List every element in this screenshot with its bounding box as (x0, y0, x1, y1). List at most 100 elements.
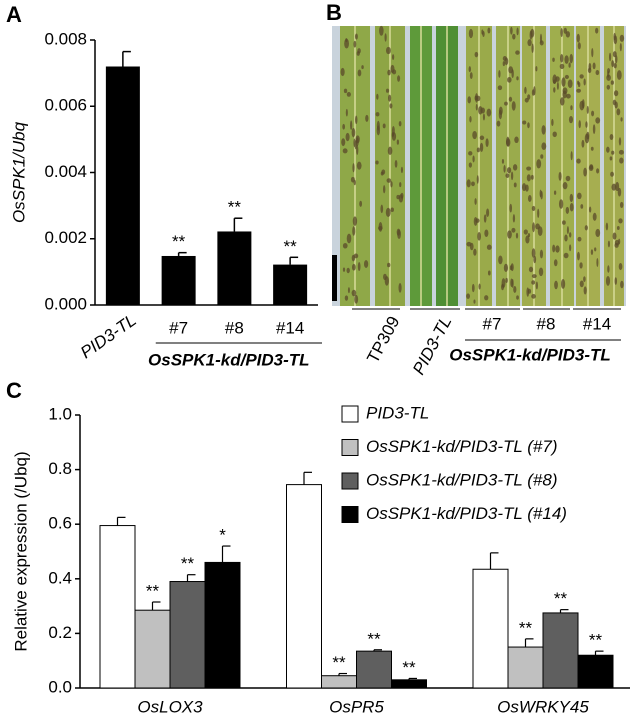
significance: ** (589, 631, 603, 650)
x-tick-label: OsPR5 (329, 697, 384, 716)
bar (391, 679, 427, 689)
y-axis-label: OsSPK1/Ubq (9, 121, 28, 223)
lesion (344, 38, 349, 49)
lesion (528, 266, 534, 273)
lesion (376, 93, 379, 100)
lesion (375, 112, 380, 117)
lesion (357, 262, 361, 272)
lesion (351, 289, 357, 297)
lesion (592, 124, 596, 135)
lesion (578, 120, 581, 129)
lesion (479, 142, 484, 152)
lesion (539, 249, 544, 259)
lesion (577, 251, 580, 261)
lesion (576, 158, 581, 164)
lesion (556, 81, 559, 90)
lesion (498, 255, 503, 265)
lesion (380, 204, 384, 214)
lesion (346, 91, 351, 97)
lesion (378, 222, 383, 232)
lesion (516, 76, 519, 81)
lesion (505, 277, 508, 283)
lesion (342, 123, 346, 130)
lesion (471, 283, 475, 293)
lesion (354, 294, 359, 304)
lesion (515, 50, 520, 55)
lesion (565, 175, 571, 182)
lesion (618, 238, 621, 245)
y-tick-label: 0.6 (48, 514, 72, 533)
lesion (473, 299, 476, 304)
lesion (507, 76, 512, 83)
lesion (498, 106, 503, 115)
lesion (484, 229, 489, 238)
lesion (361, 65, 364, 70)
legend-swatch (341, 439, 359, 456)
bar (286, 484, 322, 689)
lesion (376, 120, 380, 131)
lesion (620, 117, 623, 122)
lesion (607, 68, 611, 74)
lesion (610, 80, 614, 85)
lesion (558, 199, 564, 209)
lesion (512, 33, 516, 40)
lesion (516, 27, 519, 36)
lesion (606, 84, 611, 90)
lesion (510, 171, 514, 181)
lesion (618, 137, 622, 146)
lesion (508, 96, 513, 102)
lesion (594, 247, 597, 252)
significance: ** (181, 554, 195, 573)
lesion (609, 156, 613, 161)
lesion (618, 149, 624, 155)
lesion (605, 275, 611, 286)
lesion (382, 123, 386, 129)
x-tick-label: #8 (225, 318, 244, 337)
lesion (564, 234, 568, 242)
lesion (583, 167, 587, 177)
y-tick-label: 0.002 (44, 228, 87, 247)
lesion (505, 173, 510, 178)
lesion (502, 61, 506, 67)
lesion (538, 267, 544, 277)
lesion (619, 157, 624, 164)
legend-swatch (341, 405, 359, 423)
lesion (359, 200, 363, 207)
lesion (399, 182, 402, 188)
lesion (579, 74, 584, 79)
x-tick-label: #7 (169, 318, 188, 337)
significance: * (219, 526, 226, 545)
lesion (375, 160, 379, 165)
lesion (612, 232, 617, 240)
lesion (474, 95, 478, 101)
lesion (390, 64, 395, 74)
lesion (526, 287, 530, 297)
lesion (501, 158, 505, 164)
lesion (478, 106, 483, 115)
lesion (526, 174, 531, 182)
significance: ** (519, 618, 533, 637)
lesion (541, 142, 547, 150)
lesion (617, 187, 622, 197)
lesion (394, 159, 398, 168)
lesion (581, 139, 585, 148)
lesion (475, 103, 478, 111)
lesion (496, 120, 501, 127)
y-axis-label: Relative expression (/Ubq) (11, 451, 30, 651)
bar (577, 654, 614, 689)
lesion (354, 33, 358, 40)
lesion (400, 192, 404, 199)
lesion (352, 163, 355, 173)
lesion (591, 47, 594, 58)
lesion (606, 146, 610, 153)
significance: ** (172, 232, 186, 251)
lesion (346, 267, 350, 274)
lesion (356, 51, 360, 56)
lesion (385, 46, 391, 55)
lesion (384, 276, 389, 286)
lesion (559, 53, 564, 63)
bar (134, 609, 171, 689)
lesion (559, 97, 565, 106)
lesion (468, 151, 473, 156)
lesion (592, 62, 596, 70)
